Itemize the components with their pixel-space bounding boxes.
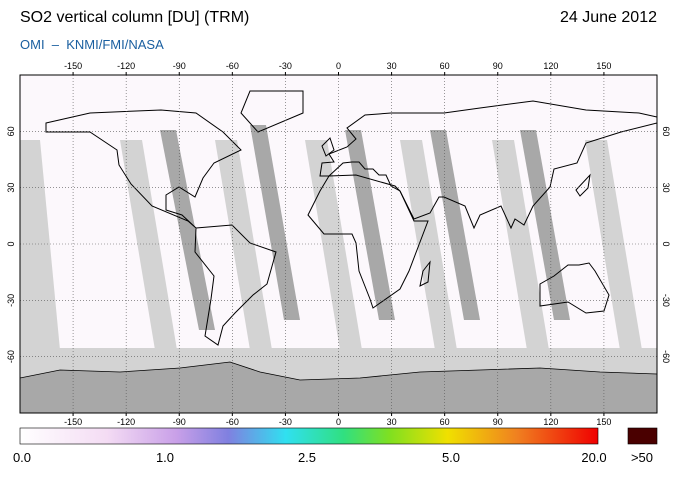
colorbar-label: 20.0 bbox=[581, 450, 606, 465]
lon-label-bottom: 150 bbox=[596, 417, 611, 427]
lat-label-right: -30 bbox=[661, 294, 671, 307]
lon-label-bottom: 90 bbox=[493, 417, 503, 427]
lon-label-top: 30 bbox=[387, 61, 397, 71]
colorbar-label: 5.0 bbox=[442, 450, 460, 465]
lon-label-top: 120 bbox=[543, 61, 558, 71]
lon-label-bottom: -60 bbox=[226, 417, 239, 427]
lat-label-right: 30 bbox=[661, 183, 671, 193]
lon-label-bottom: 0 bbox=[336, 417, 341, 427]
lat-label-left: 30 bbox=[6, 183, 16, 193]
date: 24 June 2012 bbox=[560, 9, 657, 26]
graticule bbox=[20, 75, 657, 413]
lon-label-bottom: -30 bbox=[279, 417, 292, 427]
lat-label-left: -30 bbox=[6, 294, 16, 307]
map-area bbox=[20, 75, 657, 413]
lon-label-top: 60 bbox=[440, 61, 450, 71]
lat-label-right: 0 bbox=[661, 241, 671, 246]
colorbar-label: >50 bbox=[631, 450, 653, 465]
lon-label-top: 0 bbox=[336, 61, 341, 71]
coastlines bbox=[45, 90, 657, 346]
lat-label-left: -60 bbox=[6, 350, 16, 363]
lat-label-left: 60 bbox=[6, 126, 16, 136]
colorbar-label: 2.5 bbox=[298, 450, 316, 465]
colorbar bbox=[19, 427, 599, 445]
lon-label-top: 90 bbox=[493, 61, 503, 71]
lon-label-top: -60 bbox=[226, 61, 239, 71]
lat-label-left: 0 bbox=[6, 241, 16, 246]
colorbar-label: 1.0 bbox=[156, 450, 174, 465]
lon-label-top: 150 bbox=[596, 61, 611, 71]
lon-label-top: -30 bbox=[279, 61, 292, 71]
lon-label-top: -90 bbox=[173, 61, 186, 71]
lon-label-bottom: -120 bbox=[117, 417, 135, 427]
lat-label-right: -60 bbox=[661, 350, 671, 363]
lon-label-bottom: -90 bbox=[173, 417, 186, 427]
lon-label-bottom: 60 bbox=[440, 417, 450, 427]
colorbar-overflow bbox=[627, 427, 658, 445]
title: SO2 vertical column [DU] (TRM) bbox=[20, 9, 249, 26]
lon-label-bottom: 120 bbox=[543, 417, 558, 427]
lon-label-top: -120 bbox=[117, 61, 135, 71]
row-anomaly bbox=[160, 125, 570, 330]
lon-label-bottom: -150 bbox=[64, 417, 82, 427]
colorbar-label: 0.0 bbox=[13, 450, 31, 465]
lat-label-right: 60 bbox=[661, 126, 671, 136]
credit: OMI – KNMI/FMI/NASA bbox=[20, 37, 164, 52]
lon-label-bottom: 30 bbox=[387, 417, 397, 427]
lon-label-top: -150 bbox=[64, 61, 82, 71]
